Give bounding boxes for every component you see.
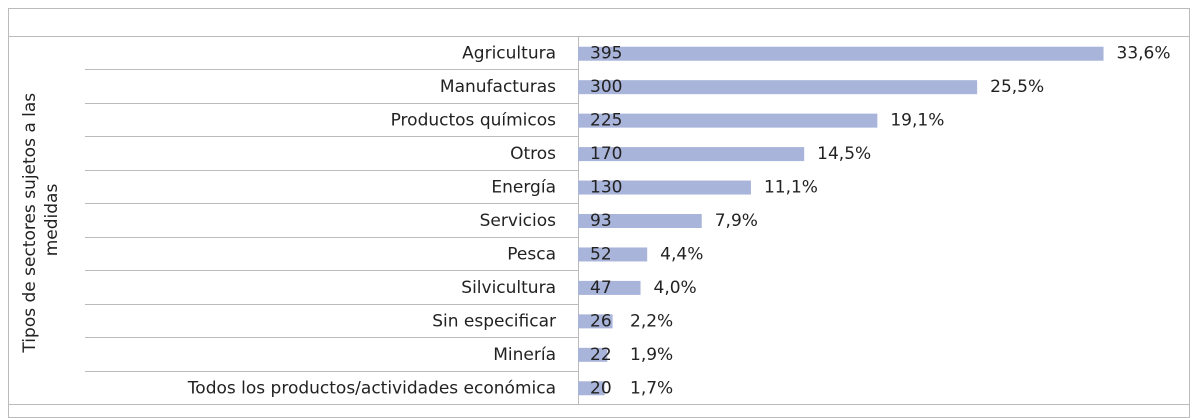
bar [578,113,878,128]
value-label: 225 [590,111,622,131]
percent-label: 14,5% [817,144,871,164]
value-label: 52 [590,244,612,264]
value-label: 93 [590,211,612,231]
percent-label: 2,2% [630,311,673,331]
y-tick-label: Sin especificar [432,311,556,331]
y-tick-label: Silvicultura [461,278,556,298]
bar [578,347,608,362]
bar [578,280,641,295]
value-label: 47 [590,278,612,298]
y-tick-label: Energía [491,178,556,198]
y-tick-label: Otros [510,144,556,164]
value-label: 395 [590,44,622,64]
value-label: 170 [590,144,622,164]
percent-label: 4,4% [660,244,703,264]
bar [578,214,702,228]
bar [578,314,613,329]
percent-label: 11,1% [764,178,818,198]
percent-label: 4,0% [654,278,697,298]
bar [578,147,805,162]
bar [578,46,1104,61]
y-axis-label-line: Tipos de sectores sujetos a las [20,93,40,354]
percent-label: 33,6% [1117,44,1171,64]
percent-label: 1,7% [630,378,673,398]
percent-label: 1,9% [630,345,673,365]
y-axis-label: Tipos de sectores sujetos a las medidas [20,87,62,353]
bar [578,381,605,396]
percent-label: 19,1% [890,111,944,131]
y-axis-label-line: medidas [42,184,62,257]
y-tick-label: Minería [493,345,556,365]
value-label: 300 [590,77,622,97]
bar [578,247,648,262]
value-label: 22 [590,345,612,365]
y-tick-label: Productos químicos [391,111,557,131]
percent-label: 7,9% [715,211,758,231]
y-tick-label: Manufacturas [440,77,556,97]
percent-label: 25,5% [990,77,1044,97]
bar [578,180,751,195]
y-tick-label: Agricultura [462,44,556,64]
y-tick-label: Todos los productos/actividades económic… [187,378,556,398]
bar [578,80,978,95]
value-label: 130 [590,178,622,198]
value-label: 20 [590,378,612,398]
y-tick-label: Pesca [507,244,556,264]
value-label: 26 [590,311,612,331]
y-tick-label: Servicios [480,211,556,231]
